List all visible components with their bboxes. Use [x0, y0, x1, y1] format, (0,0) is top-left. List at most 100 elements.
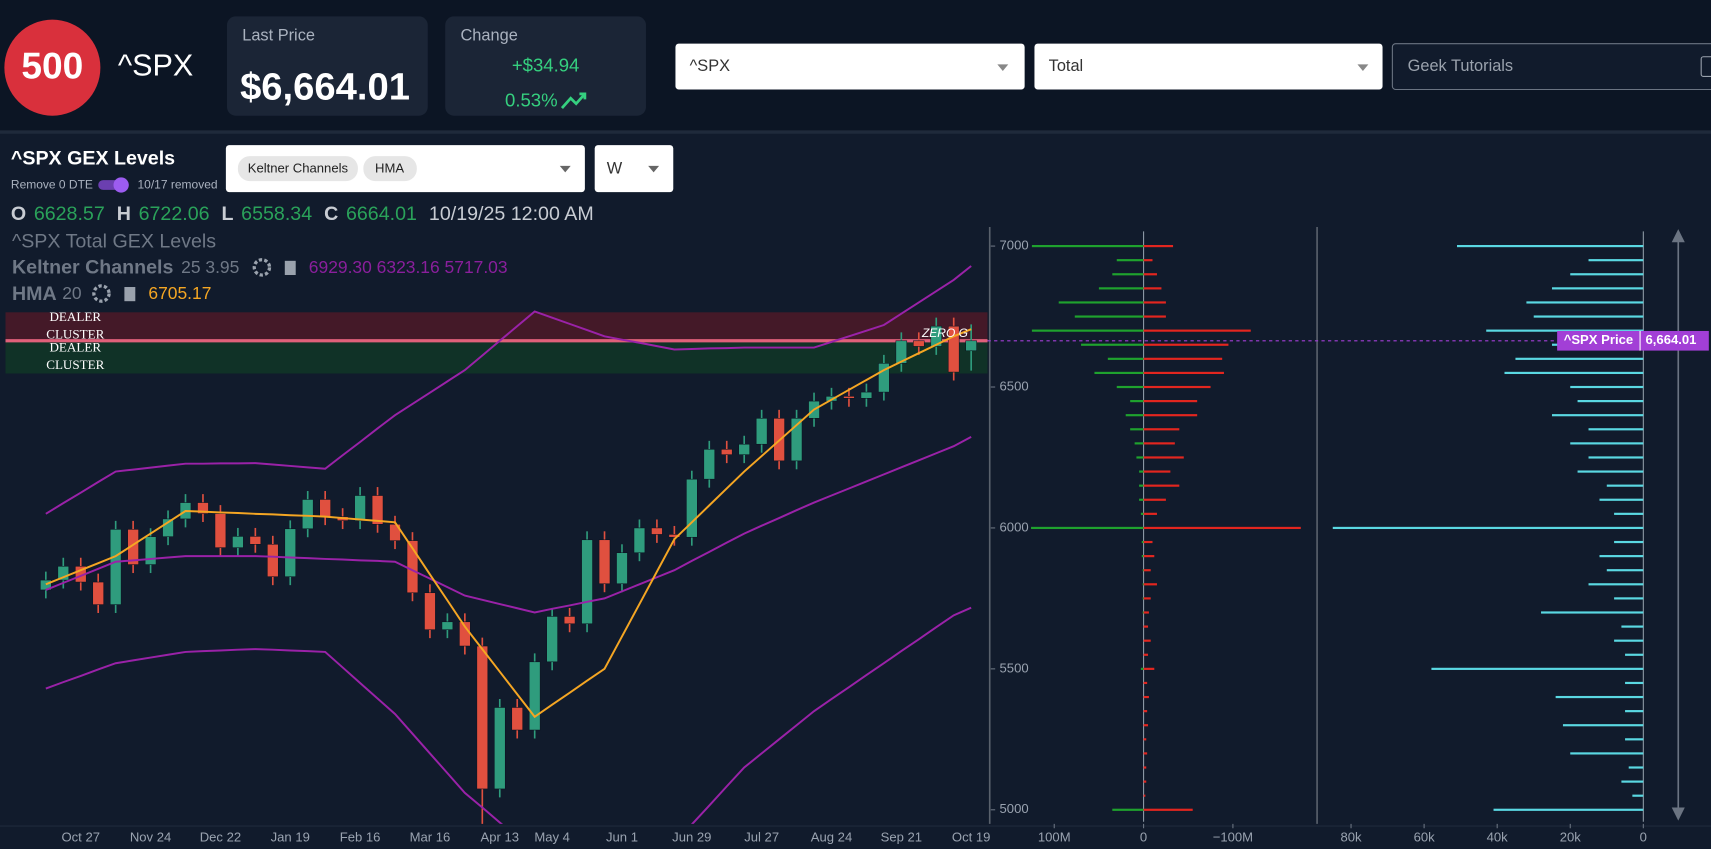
gex-bar: [1486, 329, 1644, 332]
indicator-line: [45, 328, 972, 719]
gex-bar: [1143, 287, 1162, 290]
candle-body: [721, 449, 733, 455]
panel-title: ^SPX GEX Levels: [11, 148, 175, 170]
gex-bar: [1142, 611, 1144, 614]
toggle[interactable]: [98, 177, 129, 193]
gex-bar: [1143, 583, 1157, 586]
delete-icon[interactable]: [284, 260, 296, 276]
settings-icon[interactable]: [252, 258, 272, 277]
ohlc-key: C: [324, 203, 338, 225]
candle-body: [913, 340, 925, 347]
candle-body: [528, 661, 541, 731]
caret[interactable]: [997, 64, 1009, 71]
last-price: $6,664.01: [240, 66, 410, 109]
x-tick-label: Sep 21: [881, 830, 922, 845]
caret[interactable]: [648, 165, 660, 173]
select-box[interactable]: [594, 145, 674, 193]
gex-bar: [1143, 625, 1149, 628]
select-box[interactable]: [675, 43, 1025, 90]
candle-body: [860, 391, 873, 399]
legend-params: 25 3.95: [181, 257, 239, 277]
zone-label: CLUSTER: [46, 357, 104, 372]
select-box[interactable]: [1391, 43, 1711, 91]
chip-label[interactable]: HMA: [375, 161, 404, 176]
chip[interactable]: [237, 156, 358, 182]
x-tick-label: Apr 13: [480, 830, 519, 845]
gex-bar: [1621, 625, 1644, 628]
ohlc-value: 6722.06: [139, 203, 210, 225]
candle-body: [162, 518, 174, 537]
logo-badge: [4, 19, 101, 116]
icon[interactable]: [1700, 56, 1711, 77]
candle-body: [197, 502, 209, 514]
gex-bar: [1143, 400, 1198, 403]
gex-bar: [1143, 371, 1224, 375]
gex-bar: [1058, 301, 1144, 304]
gex-bar: [1143, 695, 1149, 699]
dealer-zone: [5, 312, 988, 341]
gex-bar: [1107, 357, 1144, 360]
settings-icon[interactable]: [92, 284, 111, 303]
gex-bar: [1139, 484, 1144, 487]
y-tick-label: 6000: [1000, 519, 1029, 534]
candle-body: [546, 616, 558, 663]
caret[interactable]: [559, 165, 571, 173]
candle-body: [92, 581, 104, 605]
select-value[interactable]: W: [607, 159, 623, 177]
gex-bar: [1555, 695, 1644, 699]
gex-bar: [1570, 752, 1644, 755]
toggle-label: Remove 0 DTE: [11, 178, 93, 192]
type-select[interactable]: Total: [1034, 43, 1383, 90]
candle-body: [354, 495, 366, 521]
caret[interactable]: [1357, 64, 1369, 71]
x-tick-label: −100M: [1213, 830, 1253, 845]
gex-bar: [1599, 498, 1644, 501]
select-value[interactable]: ^SPX: [690, 57, 730, 75]
gex-bar: [1143, 611, 1149, 614]
candle-body: [755, 418, 768, 445]
gex-bar: [1116, 259, 1144, 262]
gex-bar: [1431, 667, 1644, 670]
gex-bar: [1139, 470, 1144, 473]
x-tick-label: Jun 1: [606, 830, 638, 845]
indicator-select[interactable]: Keltner Channels HMA: [225, 145, 585, 193]
chip[interactable]: [363, 156, 417, 182]
gex-bar: [1130, 428, 1144, 431]
select-value[interactable]: Geek Tutorials: [1408, 57, 1513, 75]
gex-bar: [1143, 484, 1180, 487]
ohlc-line: O 6628.57 H 6722.06 L 6558.34 C 6664.01 …: [11, 203, 594, 225]
zone-label: CLUSTER: [46, 326, 104, 341]
trend-icon: [560, 92, 587, 109]
gex-bar: [1143, 244, 1174, 248]
candle-body: [843, 396, 855, 399]
gex-bar: [1625, 710, 1644, 713]
toggle-note: 10/17 removed: [137, 178, 217, 192]
chip-label[interactable]: Keltner Channels: [248, 161, 349, 176]
gex-bar: [1143, 526, 1301, 530]
candle-body: [651, 527, 663, 535]
symbol-select[interactable]: ^SPX: [675, 43, 1025, 90]
gex-bar: [1614, 597, 1644, 600]
gex-bar: [1143, 357, 1223, 360]
select-value[interactable]: Total: [1049, 57, 1084, 75]
x-tick-label: 0: [1640, 830, 1647, 845]
delete-icon[interactable]: [124, 287, 136, 302]
gex-bar: [1112, 273, 1144, 276]
ohlc-date: 10/19/25 12:00 AM: [429, 203, 594, 225]
gex-bar: [1074, 315, 1144, 318]
x-tick-label: Jan 19: [271, 830, 310, 845]
x-tick-label: Oct 27: [61, 830, 100, 845]
toggle-knob[interactable]: [113, 177, 129, 193]
select-box[interactable]: [1034, 43, 1383, 90]
candle-body: [127, 529, 139, 565]
x-tick-label: Jun 29: [672, 830, 711, 845]
x-tick-label: Aug 24: [811, 830, 852, 845]
candle-body: [686, 478, 698, 538]
legend-params: 20: [62, 283, 82, 303]
interval-select[interactable]: W: [594, 145, 674, 193]
candle-body: [476, 645, 489, 790]
tutorials-select[interactable]: Geek Tutorials: [1391, 43, 1711, 91]
ohlc-key: H: [117, 203, 131, 225]
candle-body: [57, 565, 70, 581]
